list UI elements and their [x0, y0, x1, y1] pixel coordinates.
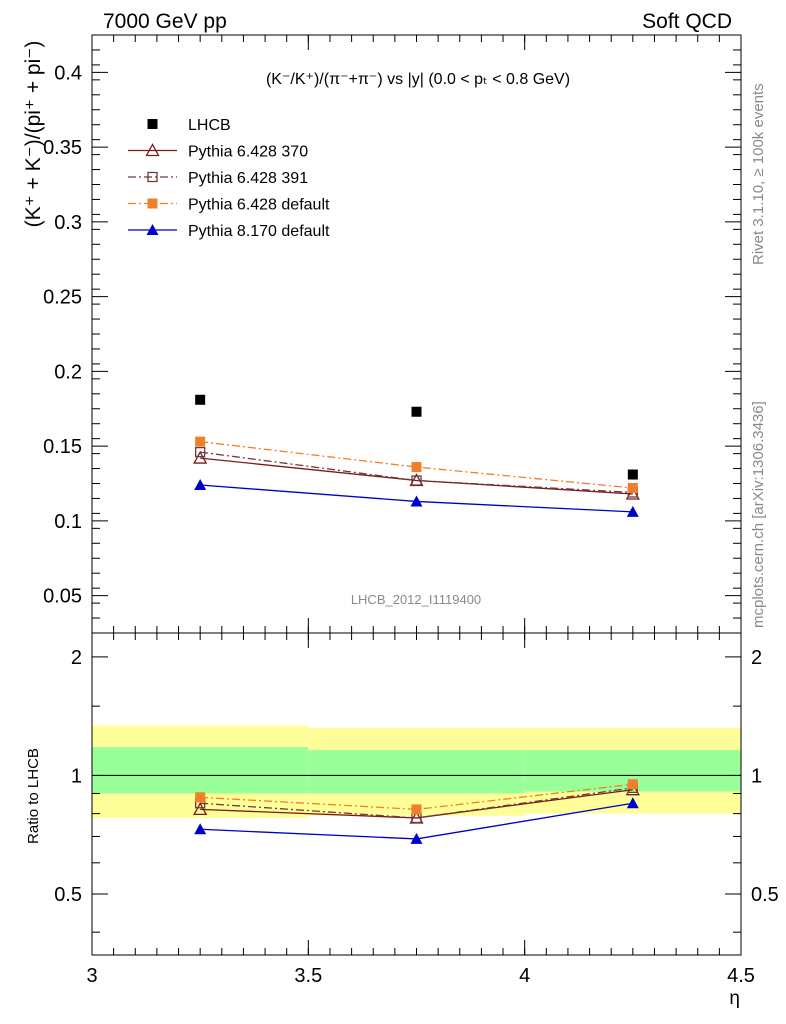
ratio-series-line-0 [200, 789, 633, 819]
mcplots-reference-label: mcplots.cern.ch [arXiv:1306.3436] [750, 401, 767, 628]
y-tick-label: 0.35 [43, 137, 82, 159]
header-energy-label: 7000 GeV pp [103, 10, 227, 33]
data-point [410, 495, 423, 507]
series-line-1 [200, 457, 633, 495]
y-tick-label: 0.1 [54, 511, 82, 533]
x-tick-label: 3.5 [294, 965, 322, 987]
data-point [195, 436, 206, 447]
x-axis-label: η [729, 988, 740, 1009]
legend-marker [147, 171, 158, 183]
legend-label: Pythia 6.428 391 [188, 170, 308, 187]
uncertainty-band-inner [92, 747, 309, 794]
ratio-panel: 3 3.5 4 4.5 0.5 0.5 1 1 2 2 [54, 632, 779, 987]
legend-label: Pythia 6.428 370 [188, 144, 308, 161]
data-point [411, 462, 422, 473]
x-tick-label: 3 [86, 965, 97, 987]
y-tick-label: 0.5 [54, 884, 82, 906]
ratio-data-point [627, 779, 638, 790]
legend-marker [146, 224, 159, 235]
legend-label: Pythia 6.428 default [188, 197, 330, 214]
ratio-data-point [195, 792, 206, 803]
ratio-data-point [193, 802, 208, 816]
y-tick-label-right: 1 [751, 765, 762, 787]
legend-marker [147, 119, 158, 129]
data-point [411, 475, 422, 486]
legend-label: LHCB [188, 117, 231, 134]
y-tick-label: 0.05 [43, 586, 82, 608]
y-tick-label: 2 [71, 647, 82, 669]
x-tick-label: 4 [519, 965, 530, 987]
data-point [194, 478, 207, 490]
ratio-y-axis-label: Ratio to LHCB [25, 748, 42, 844]
data-point [193, 450, 208, 464]
series-line-2 [200, 451, 633, 494]
legend-marker [145, 143, 160, 157]
y-tick-label: 0.3 [54, 212, 82, 234]
y-tick-label: 0.4 [54, 62, 82, 84]
data-point [626, 505, 639, 517]
header-process-label: Soft QCD [642, 10, 732, 33]
ratio-data-point [194, 823, 207, 835]
data-point [411, 406, 422, 417]
ratio-data-point [411, 804, 422, 815]
analysis-watermark: LHCB_2012_I1119400 [351, 592, 481, 607]
main-panel: 0.05 0.1 0.15 0.2 0.25 0.3 0.35 0.4 [43, 34, 742, 634]
uncertainty-band-inner [308, 750, 525, 794]
x-tick-label: 4.5 [727, 965, 755, 987]
data-point [627, 469, 638, 480]
rivet-version-label: Rivet 3.1.10, ≥ 100k events [750, 83, 767, 265]
y-tick-label-right: 0.5 [751, 884, 779, 906]
y-tick-label: 1 [71, 765, 82, 787]
legend-marker [147, 198, 158, 209]
main-plot-title: (K⁻/K⁺)/(π⁻+π⁻) vs |y| (0.0 < pₜ < 0.8 G… [266, 71, 570, 88]
data-point [195, 394, 206, 405]
y-tick-label: 0.15 [43, 436, 82, 458]
data-point [195, 446, 206, 458]
data-point [625, 486, 640, 500]
ratio-data-point [410, 832, 423, 844]
y-tick-label: 0.2 [54, 361, 82, 383]
ratio-data-point [626, 797, 639, 809]
legend: LHCB Pythia 6.428 370 Pythia 6.428 391 Pyth… [128, 117, 330, 240]
main-y-axis-label: (K⁺ + K⁻)/(pi⁺ + pi⁻) [22, 41, 45, 228]
data-point [627, 482, 638, 493]
y-tick-label: 0.25 [43, 287, 82, 309]
legend-label: Pythia 8.170 default [188, 223, 330, 240]
y-tick-label-right: 2 [751, 647, 762, 669]
